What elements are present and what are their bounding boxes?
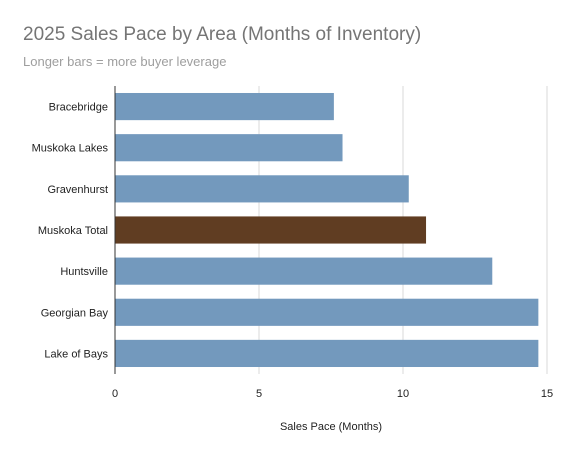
y-category-label: Gravenhurst bbox=[47, 184, 108, 196]
bar-huntsville bbox=[115, 257, 493, 285]
x-tick-label: 5 bbox=[256, 388, 262, 400]
bar-muskoka-total bbox=[115, 216, 427, 244]
bar-muskoka-lakes bbox=[115, 134, 343, 162]
y-category-label: Muskoka Total bbox=[38, 225, 108, 237]
x-tick-label: 15 bbox=[541, 388, 553, 400]
bar-bracebridge bbox=[115, 92, 334, 121]
y-category-label: Muskoka Lakes bbox=[32, 143, 109, 155]
x-tick-label: 0 bbox=[112, 388, 118, 400]
bar-gravenhurst bbox=[115, 175, 409, 203]
y-category-label: Huntsville bbox=[60, 266, 108, 278]
y-category-label: Georgian Bay bbox=[41, 307, 109, 319]
y-category-label: Bracebridge bbox=[49, 102, 108, 114]
bar-lake-of-bays bbox=[115, 339, 539, 368]
x-axis-title: Sales Pace (Months) bbox=[280, 421, 382, 433]
chart-title: 2025 Sales Pace by Area (Months of Inven… bbox=[23, 24, 422, 45]
y-category-label: Lake of Bays bbox=[44, 348, 108, 360]
bar-georgian-bay bbox=[115, 298, 539, 326]
chart-subtitle: Longer bars = more buyer leverage bbox=[23, 54, 227, 69]
x-tick-label: 10 bbox=[397, 388, 409, 400]
